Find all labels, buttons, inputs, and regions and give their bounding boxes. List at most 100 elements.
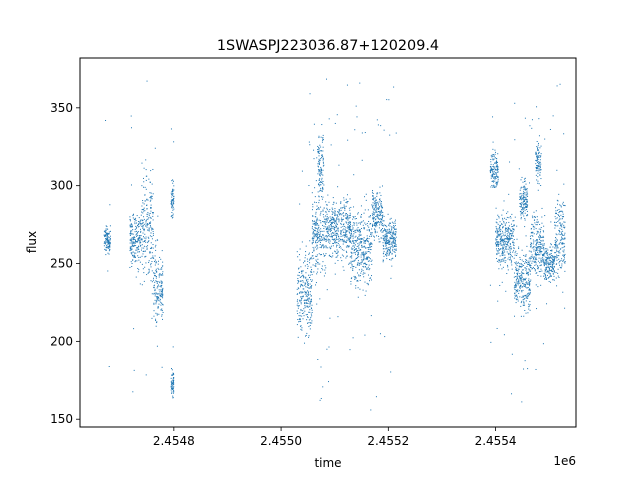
data-point (525, 259, 527, 261)
data-point (535, 284, 537, 286)
data-point (492, 155, 494, 157)
data-point (538, 236, 540, 238)
data-point (544, 251, 546, 253)
data-point (303, 277, 305, 279)
data-point (551, 261, 553, 263)
data-point (106, 241, 108, 243)
data-point (342, 266, 344, 268)
data-point (173, 373, 175, 375)
data-point (345, 213, 347, 215)
data-point (536, 248, 538, 250)
data-point (134, 229, 136, 231)
data-point (333, 228, 335, 230)
data-point (332, 238, 334, 240)
data-point (376, 222, 378, 224)
data-point (544, 270, 546, 272)
data-point (524, 267, 526, 269)
data-point (161, 293, 163, 295)
data-point (547, 271, 549, 273)
data-point (510, 237, 512, 239)
data-point (365, 247, 367, 249)
data-point (330, 227, 332, 229)
data-point (351, 277, 353, 279)
data-point (139, 240, 141, 242)
data-point (312, 240, 314, 242)
data-point (561, 242, 563, 244)
data-point (514, 315, 516, 317)
data-point (352, 239, 354, 241)
data-point (519, 196, 521, 198)
data-point (524, 283, 526, 285)
data-point (105, 228, 107, 230)
data-point (554, 216, 556, 218)
data-point (535, 152, 537, 154)
data-point (522, 213, 524, 215)
data-point (395, 250, 397, 251)
data-point (524, 209, 526, 211)
data-point (366, 252, 368, 254)
data-point (538, 241, 540, 243)
data-point (316, 219, 318, 221)
data-point (529, 292, 531, 294)
data-point (537, 146, 539, 148)
data-point (108, 250, 110, 252)
data-point (311, 251, 313, 253)
data-point (497, 167, 499, 169)
data-point (522, 198, 524, 200)
data-point (172, 179, 174, 181)
data-point (551, 262, 553, 264)
data-point (556, 250, 558, 252)
data-point (129, 218, 131, 220)
data-point (323, 245, 325, 247)
data-point (153, 274, 155, 276)
data-point (172, 180, 174, 182)
data-point (343, 197, 345, 199)
data-point (492, 158, 494, 160)
data-point (388, 249, 390, 251)
data-point (348, 245, 350, 247)
data-point (562, 203, 564, 205)
data-point (497, 236, 499, 238)
data-point (545, 269, 547, 271)
data-point (296, 288, 298, 290)
data-point (563, 133, 565, 135)
data-point (372, 216, 374, 218)
data-point (340, 223, 342, 225)
data-point (540, 242, 541, 244)
data-point (363, 276, 365, 278)
data-point (544, 269, 546, 271)
data-point (547, 266, 549, 268)
data-point (518, 268, 520, 270)
data-point (520, 216, 522, 218)
data-point (156, 314, 158, 316)
data-point (536, 233, 538, 235)
data-point (132, 254, 134, 256)
data-point (501, 248, 503, 250)
data-point (354, 236, 356, 238)
data-point (515, 283, 517, 285)
data-point (330, 229, 332, 231)
data-point (315, 284, 317, 286)
data-point (314, 223, 316, 225)
data-point (368, 216, 370, 218)
data-point (364, 272, 366, 274)
data-point (552, 115, 554, 117)
data-point (541, 243, 543, 245)
data-point (377, 208, 379, 210)
data-point (316, 248, 318, 250)
data-point (303, 288, 305, 290)
data-point (380, 212, 382, 214)
data-point (501, 239, 503, 241)
data-point (373, 207, 375, 209)
data-point (557, 239, 559, 241)
data-point (317, 236, 319, 238)
data-point (151, 270, 153, 272)
data-point (149, 222, 151, 224)
data-point (563, 246, 565, 248)
data-point (557, 272, 559, 274)
data-point (157, 284, 159, 286)
data-point (527, 274, 529, 276)
data-point (534, 269, 536, 271)
data-point (550, 257, 552, 259)
data-point (347, 214, 349, 216)
